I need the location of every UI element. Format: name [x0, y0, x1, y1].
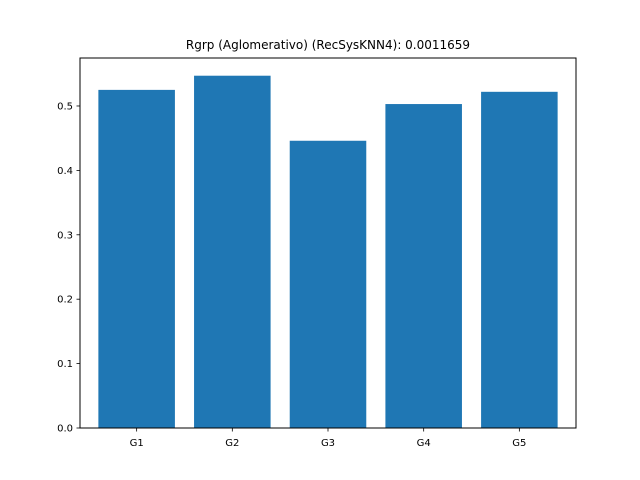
bar-g5	[481, 91, 558, 428]
bars-group	[98, 75, 558, 429]
bar-g4	[385, 104, 462, 428]
bar-g3	[289, 140, 367, 429]
x-tick-label: G2	[225, 438, 239, 449]
x-axis: G1 G2 G3 G4 G5	[130, 428, 526, 449]
x-tick-label: G5	[512, 438, 526, 449]
bar-g1	[98, 89, 175, 429]
y-tick-label: 0.5	[57, 101, 73, 112]
y-tick-label: 0.1	[57, 359, 73, 370]
chart-title: Rgrp (Aglomerativo) (RecSysKNN4): 0.0011…	[186, 38, 470, 52]
y-tick-label: 0.3	[57, 230, 73, 241]
x-tick-label: G3	[321, 438, 335, 449]
y-tick-label: 0.0	[57, 424, 73, 435]
bar-g2	[194, 75, 271, 428]
y-tick-label: 0.2	[57, 295, 73, 306]
y-tick-label: 0.4	[57, 166, 73, 177]
x-tick-label: G1	[130, 438, 144, 449]
x-tick-label: G4	[417, 438, 431, 449]
y-axis: 0.0 0.1 0.2 0.3 0.4 0.5	[57, 101, 80, 435]
plot-frame	[79, 57, 577, 429]
